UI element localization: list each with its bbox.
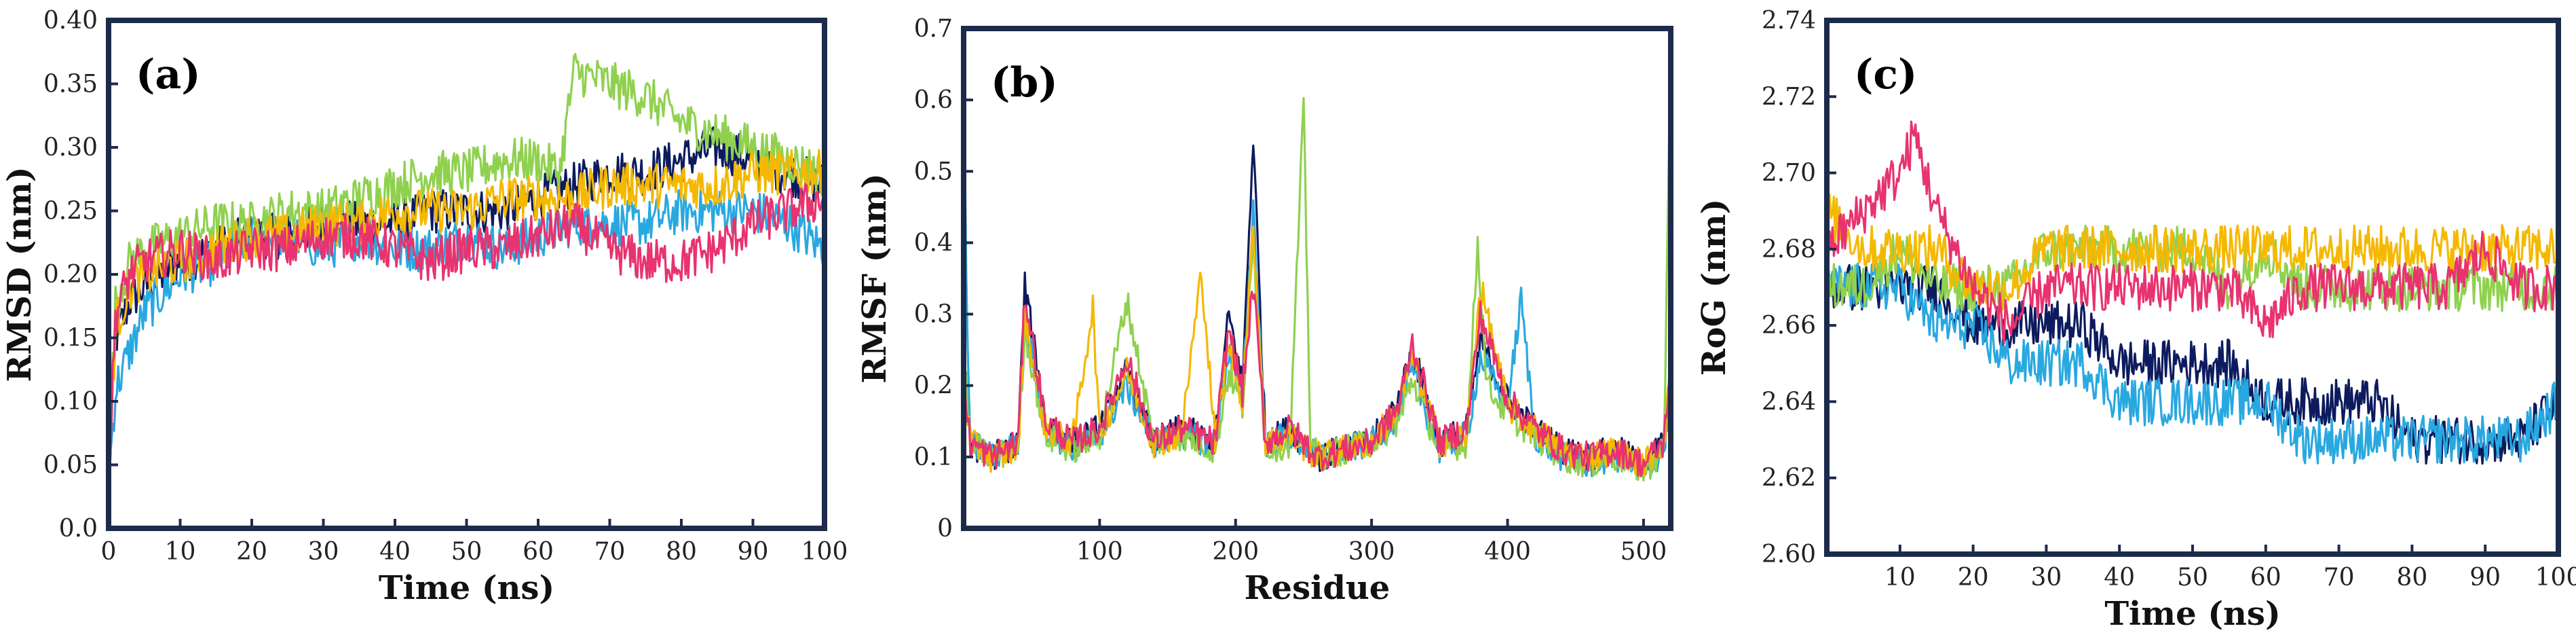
y-tick-label: 0.5 bbox=[914, 158, 953, 185]
x-axis-label: Time (ns) bbox=[379, 569, 554, 607]
y-tick-label: 0.7 bbox=[914, 15, 953, 43]
x-tick-label: 90 bbox=[738, 538, 769, 566]
series-line-5 bbox=[109, 183, 825, 473]
y-tick-label: 0.0 bbox=[59, 515, 98, 543]
y-tick-label: 0.25 bbox=[43, 198, 98, 225]
x-tick-label: 90 bbox=[2469, 564, 2501, 592]
panel-b-rmsf: 0 0.1 0.2 0.3 0.4 0.5 0.6 0.7 100 200 300 400 500 Res… bbox=[856, 15, 1673, 607]
y-tick-label: 0.2 bbox=[914, 372, 953, 400]
plot-frame bbox=[961, 26, 1673, 531]
x-tick-label: 10 bbox=[1884, 564, 1916, 592]
series-line-4 bbox=[964, 225, 1671, 478]
y-axis-label: RMSD (nm) bbox=[1, 166, 39, 382]
y-tick-label: 0.40 bbox=[43, 7, 98, 35]
x-tick-label: 500 bbox=[1621, 538, 1667, 566]
x-tick-label: 100 bbox=[801, 538, 848, 566]
y-tick-label: 2.72 bbox=[1762, 83, 1816, 111]
y-tick-label: 0.4 bbox=[914, 229, 953, 257]
plot-area bbox=[1827, 120, 2558, 465]
x-tick-label: 20 bbox=[236, 538, 267, 566]
y-tick-label: 2.66 bbox=[1762, 312, 1816, 340]
x-tick-label: 300 bbox=[1348, 538, 1395, 566]
y-tick-label: 0.20 bbox=[43, 261, 98, 289]
x-tick-label: 0 bbox=[101, 538, 117, 566]
x-tick-label: 50 bbox=[2177, 564, 2208, 592]
x-tick-label: 100 bbox=[1076, 538, 1123, 566]
x-tick-label: 10 bbox=[165, 538, 196, 566]
panel-label: (a) bbox=[136, 51, 201, 98]
y-tick-label: 2.62 bbox=[1762, 465, 1816, 492]
series-line-1 bbox=[964, 144, 1671, 477]
panel-c-rog: 2.60 2.62 2.64 2.66 2.68 2.70 2.72 2.74 10 20 30 40… bbox=[1695, 7, 2576, 633]
y-tick-label: 0.30 bbox=[43, 134, 98, 162]
series-line-3 bbox=[1827, 224, 2558, 312]
x-tick-label: 40 bbox=[379, 538, 411, 566]
series-line-2 bbox=[109, 188, 825, 492]
x-tick-label: 400 bbox=[1484, 538, 1531, 566]
x-tick-label: 70 bbox=[2324, 564, 2355, 592]
y-tick-label: 2.74 bbox=[1762, 7, 1816, 35]
y-tick-label: 0 bbox=[937, 515, 953, 543]
x-tick-label: 30 bbox=[2030, 564, 2062, 592]
x-tick-label: 30 bbox=[308, 538, 339, 566]
x-tick-label: 40 bbox=[2104, 564, 2135, 592]
x-axis-label: Time (ns) bbox=[2104, 595, 2280, 633]
series-line-5 bbox=[964, 291, 1671, 477]
plot-frame bbox=[106, 18, 827, 531]
y-axis-label: RoG (nm) bbox=[1695, 199, 1733, 376]
y-tick-label: 2.60 bbox=[1762, 541, 1816, 568]
y-tick-label: 2.68 bbox=[1762, 236, 1816, 263]
y-tick-label: 0.10 bbox=[43, 388, 98, 416]
x-tick-label: 60 bbox=[523, 538, 554, 566]
panel-label: (c) bbox=[1854, 51, 1917, 98]
y-tick-label: 0.35 bbox=[43, 71, 98, 98]
series-line-5 bbox=[1827, 120, 2558, 344]
y-axis-label: RMSF (nm) bbox=[856, 173, 894, 384]
x-tick-label: 70 bbox=[594, 538, 626, 566]
x-tick-label: 50 bbox=[451, 538, 482, 566]
y-tick-label: 0.3 bbox=[914, 301, 953, 329]
x-tick-label: 100 bbox=[2535, 564, 2576, 592]
series-line-2 bbox=[964, 92, 1671, 477]
y-tick-label: 0.1 bbox=[914, 443, 953, 471]
panel-label: (b) bbox=[991, 59, 1058, 107]
x-tick-label: 80 bbox=[2396, 564, 2427, 592]
series-line-2 bbox=[1827, 262, 2558, 465]
plot-area bbox=[964, 50, 1671, 481]
x-axis-label: Residue bbox=[1245, 569, 1390, 607]
plot-area bbox=[109, 52, 825, 492]
series-line-3 bbox=[964, 50, 1671, 481]
y-tick-label: 0.05 bbox=[43, 452, 98, 479]
x-tick-label: 200 bbox=[1212, 538, 1259, 566]
y-tick-label: 0.15 bbox=[43, 325, 98, 352]
y-tick-label: 2.70 bbox=[1762, 160, 1816, 187]
x-tick-label: 20 bbox=[1958, 564, 1989, 592]
x-tick-label: 80 bbox=[666, 538, 697, 566]
y-tick-label: 0.6 bbox=[914, 86, 953, 114]
series-line-3 bbox=[109, 52, 825, 477]
panel-a-rmsd: 0.0 0.05 0.10 0.15 0.20 0.25 0.30 0.35 0.40 0 10 20… bbox=[1, 7, 848, 607]
y-tick-label: 2.64 bbox=[1762, 388, 1816, 416]
x-tick-label: 60 bbox=[2250, 564, 2281, 592]
series-line-4 bbox=[1827, 193, 2558, 311]
